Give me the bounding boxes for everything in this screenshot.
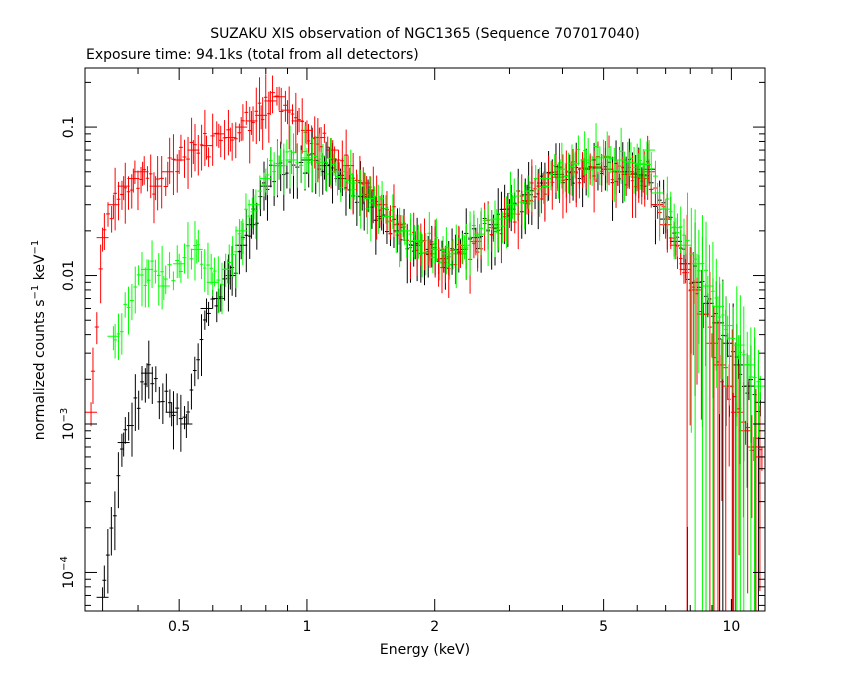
plot-frame [84, 67, 766, 612]
ticks-layer: 0.5 1 2 5 10 0.1 0.01 10−3 10−4 [59, 68, 765, 635]
series-1 [85, 74, 765, 611]
y-axis-label-base: normalized counts s [32, 299, 48, 440]
y-axis-label-exp1: −1 [30, 285, 41, 300]
y-tick-label: 0.01 [61, 260, 77, 291]
data-layer [85, 74, 765, 611]
chart-title: SUZAKU XIS observation of NGC1365 (Seque… [210, 26, 640, 42]
x-tick-label: 10 [722, 619, 740, 635]
y-tick-label: 10−4 [59, 556, 77, 589]
x-tick-label: 0.5 [168, 619, 190, 635]
series-2 [107, 123, 765, 611]
y-axis-label-exp2: −1 [30, 240, 41, 255]
x-tick-label: 1 [302, 619, 311, 635]
series-0 [96, 127, 765, 611]
y-axis-label-mid: keV [32, 254, 48, 285]
y-tick-label: 10−3 [59, 408, 77, 441]
y-axis-label: normalized counts s−1 keV−1 [30, 240, 48, 441]
x-tick-label: 5 [599, 619, 608, 635]
x-tick-label: 2 [430, 619, 439, 635]
chart-subtitle: Exposure time: 94.1ks (total from all de… [86, 47, 419, 63]
x-axis-label: Energy (keV) [380, 642, 470, 658]
y-tick-label: 0.1 [61, 116, 77, 138]
